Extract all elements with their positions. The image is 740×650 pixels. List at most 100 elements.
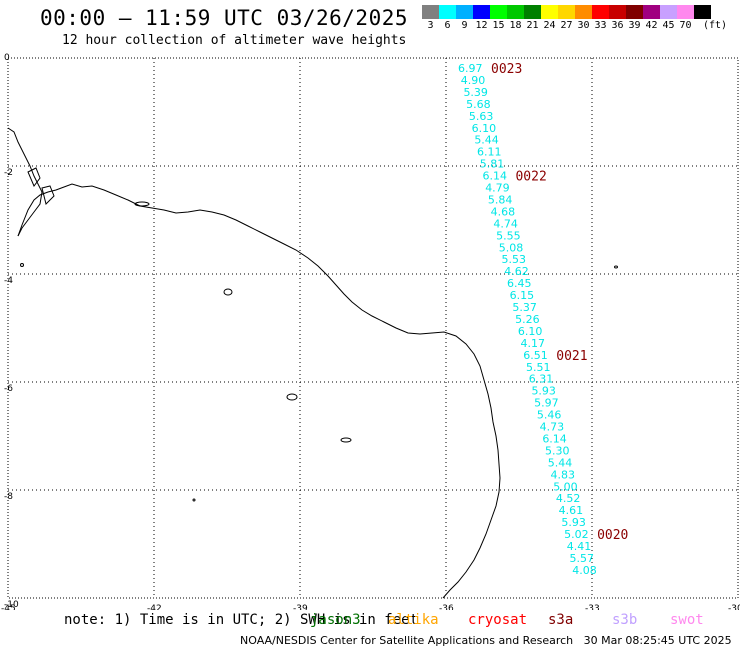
legend-label: 39: [628, 20, 641, 31]
wave-height-value: 5.68: [466, 98, 491, 111]
pass-time-label: 0023: [491, 62, 522, 77]
wave-height-value: 6.15: [510, 289, 535, 302]
wave-height-value: 5.57: [570, 552, 595, 565]
wave-height-value: 5.44: [548, 456, 573, 469]
wave-height-value: 5.00: [553, 480, 578, 493]
pass-time-label: 0020: [597, 528, 628, 543]
legend-labels: 3 6 9 12 15 18 21 24 27 30 33 36 39 42 45 70 (ft): [422, 19, 727, 33]
mission-label: altika: [388, 612, 439, 628]
wave-height-value: 5.84: [488, 193, 513, 206]
altimeter-track: 6.974.905.395.685.636.105.446.115.816.14…: [458, 62, 597, 577]
legend-unit: (ft): [702, 20, 728, 31]
wave-height-value: 5.46: [537, 409, 562, 422]
legend-swatch: [575, 5, 592, 19]
wave-height-value: 6.10: [472, 122, 497, 135]
footnote: note: 1) Time is in UTC; 2) SWH is in fe…: [64, 612, 419, 628]
wave-height-value: 5.93: [561, 516, 586, 529]
wave-height-value: 6.97: [458, 62, 483, 75]
legend-swatch: [677, 5, 694, 19]
wave-height-value: 4.74: [493, 217, 518, 230]
mission-label: cryosat: [468, 612, 528, 628]
wave-height-value: 4.90: [461, 74, 486, 87]
coast-detail: [41, 185, 55, 205]
map-frame: [7, 57, 739, 599]
wave-height-value: 5.44: [474, 134, 499, 147]
wave-height-value: 5.30: [545, 444, 570, 457]
wave-height-value: 5.97: [534, 397, 559, 410]
legend-label: 33: [594, 20, 607, 31]
island: [614, 265, 618, 269]
island: [192, 498, 196, 502]
lat-label: -10: [4, 600, 19, 610]
legend-swatch: [626, 5, 643, 19]
wave-height-value: 4.61: [559, 504, 584, 517]
legend-swatch: [643, 5, 660, 19]
wave-height-value: 5.55: [496, 229, 520, 242]
legend-label: 21: [526, 20, 539, 31]
wave-height-value: 4.73: [540, 421, 565, 434]
generation-timestamp: 30 Mar 08:25:45 UTC 2025: [583, 634, 732, 647]
island: [134, 201, 150, 207]
lat-label: -2: [4, 168, 13, 178]
legend-label: 15: [492, 20, 505, 31]
wave-height-value: 5.37: [512, 301, 537, 314]
legend-label: 70: [679, 20, 692, 31]
map-subtitle: 12 hour collection of altimeter wave hei…: [62, 33, 407, 48]
legend-label: 36: [611, 20, 624, 31]
legend-swatch: [694, 5, 711, 19]
wave-height-value: 6.45: [507, 277, 531, 290]
legend-label: 12: [475, 20, 488, 31]
wave-height-value: 4.41: [567, 540, 592, 553]
lon-label: -33: [585, 604, 600, 610]
legend-label: 6: [444, 20, 451, 31]
islands: [7, 127, 618, 502]
wave-height-value: 4.79: [485, 182, 510, 195]
legend-swatch: [541, 5, 558, 19]
legend-swatch: [609, 5, 626, 19]
axis-labels: -45 -42 -39 -36 -33 -30 0 -2 -4 -6 -8 -10: [1, 53, 740, 610]
legend-label: 27: [560, 20, 573, 31]
legend-label: 45: [662, 20, 675, 31]
wave-height-value: 6.11: [477, 146, 502, 159]
wave-height-value: 4.08: [572, 564, 597, 577]
wave-height-value: 6.14: [542, 432, 567, 445]
legend-swatch: [456, 5, 473, 19]
map-title: 00:00 – 11:59 UTC 03/26/2025: [40, 6, 409, 30]
legend-swatch: [660, 5, 677, 19]
lon-label: -42: [147, 604, 162, 610]
lat-label: -6: [4, 384, 13, 394]
coastline: [17, 183, 501, 599]
legend-label: 30: [577, 20, 590, 31]
wave-height-value: 4.62: [504, 265, 529, 278]
legend-swatch: [439, 5, 456, 19]
wave-height-value: 6.14: [482, 170, 507, 183]
wave-height-value: 5.39: [463, 86, 488, 99]
legend-swatch: [507, 5, 524, 19]
legend-swatch: [524, 5, 541, 19]
legend-swatch: [558, 5, 575, 19]
legend-swatch: [473, 5, 490, 19]
wave-height-value: 6.10: [518, 325, 543, 338]
coast-detail: [27, 167, 41, 187]
lat-lon-grid: [7, 57, 739, 599]
wave-height-value: 5.02: [564, 528, 589, 541]
island: [286, 393, 298, 401]
lon-label: -30: [728, 604, 740, 610]
wave-height-value: 5.53: [502, 253, 527, 266]
mission-label: s3b: [612, 612, 638, 628]
wave-height-value: 4.52: [556, 492, 581, 505]
island: [340, 437, 352, 443]
lat-label: -4: [4, 276, 13, 286]
wave-height-value: 5.63: [469, 110, 494, 123]
lon-label: -36: [439, 604, 454, 610]
wave-height-map: -45 -42 -39 -36 -33 -300-2-4-6-8-10 6.974.905…: [1, 53, 740, 610]
legend-label: 42: [645, 20, 658, 31]
wave-height-value: 4.17: [521, 337, 546, 350]
color-legend: 3 6 9 12 15 18 21 24 27 30 33 36 39 42 45 70 (ft): [422, 5, 727, 33]
island: [223, 288, 233, 296]
lat-label: -8: [4, 492, 13, 502]
coast-detail: [7, 127, 43, 237]
lon-label: -39: [293, 604, 308, 610]
credit-line: NOAA/NESDIS Center for Satellite Applica…: [240, 634, 732, 647]
mission-label: jason3: [310, 612, 361, 628]
